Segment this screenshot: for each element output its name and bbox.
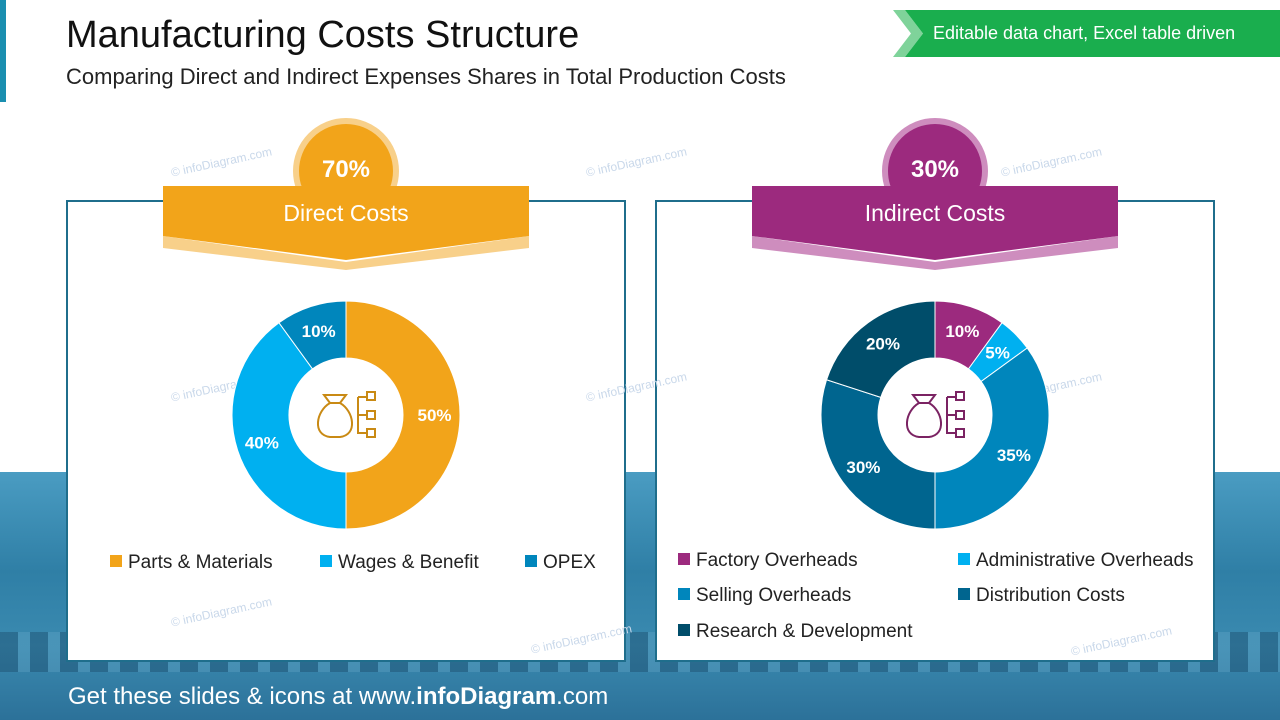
direct-costs-card — [66, 200, 626, 662]
legend-swatch — [110, 554, 122, 567]
legend-item: Distribution Costs — [958, 585, 1125, 607]
data-label: 35% — [997, 446, 1031, 465]
donut-slice — [231, 322, 347, 530]
banner-title: Indirect Costs — [864, 200, 1006, 226]
footer-suffix: .com — [556, 683, 609, 710]
legend-item: Research & Development — [678, 621, 913, 643]
legend-label: Distribution Costs — [976, 585, 1125, 606]
data-label: 50% — [417, 406, 451, 425]
legend-item: OPEX — [525, 552, 596, 574]
accent-bar — [0, 0, 6, 102]
data-label: 20% — [866, 334, 900, 353]
donut-slice — [820, 379, 936, 530]
legend-swatch — [958, 552, 970, 565]
footer-brand: infoDiagram — [416, 683, 557, 710]
donut-slice — [278, 300, 347, 370]
share-value: 30% — [910, 156, 960, 183]
indirect-costs-card — [655, 200, 1215, 662]
page-title: Manufacturing Costs Structure — [66, 14, 580, 56]
data-label: 10% — [945, 322, 979, 341]
money-bag-hierarchy-icon — [317, 391, 376, 438]
share-value: 70% — [321, 156, 371, 183]
legend-label: Administrative Overheads — [976, 550, 1194, 571]
legend-swatch — [678, 587, 690, 600]
legend-swatch — [320, 554, 332, 567]
donut-slice — [345, 300, 461, 530]
legend-item: Selling Overheads — [678, 585, 851, 607]
category-banner: Direct Costs — [163, 186, 529, 270]
category-banner: Indirect Costs — [752, 186, 1118, 270]
data-label: 10% — [302, 322, 336, 341]
footer-prefix: Get these slides & icons at www. — [68, 683, 417, 710]
legend-label: Research & Development — [696, 621, 913, 642]
legend-swatch — [958, 587, 970, 600]
legend-swatch — [525, 554, 537, 567]
legend-item: Factory Overheads — [678, 550, 858, 572]
donut-slice — [825, 300, 936, 399]
legend-swatch — [678, 623, 690, 636]
legend-item: Parts & Materials — [110, 552, 273, 574]
data-label: 5% — [985, 343, 1010, 362]
legend-label: Selling Overheads — [696, 585, 852, 606]
legend-item: Administrative Overheads — [958, 550, 1194, 572]
page-subtitle: Comparing Direct and Indirect Expenses S… — [66, 64, 786, 89]
money-bag-hierarchy-icon — [906, 391, 965, 438]
legend-label: OPEX — [543, 552, 596, 573]
legend-label: Parts & Materials — [128, 552, 273, 573]
donut-slice — [934, 347, 1050, 530]
legend-swatch — [678, 552, 690, 565]
legend-label: Factory Overheads — [696, 550, 858, 571]
editable-ribbon: Editable data chart, Excel table driven — [905, 10, 1280, 57]
data-label: 30% — [846, 458, 880, 477]
footer: Get these slides & icons at www.infoDiag… — [68, 683, 608, 711]
legend-label: Wages & Benefit — [338, 552, 479, 573]
banner-title: Direct Costs — [283, 200, 409, 226]
data-label: 40% — [245, 433, 279, 452]
legend-item: Wages & Benefit — [320, 552, 479, 574]
